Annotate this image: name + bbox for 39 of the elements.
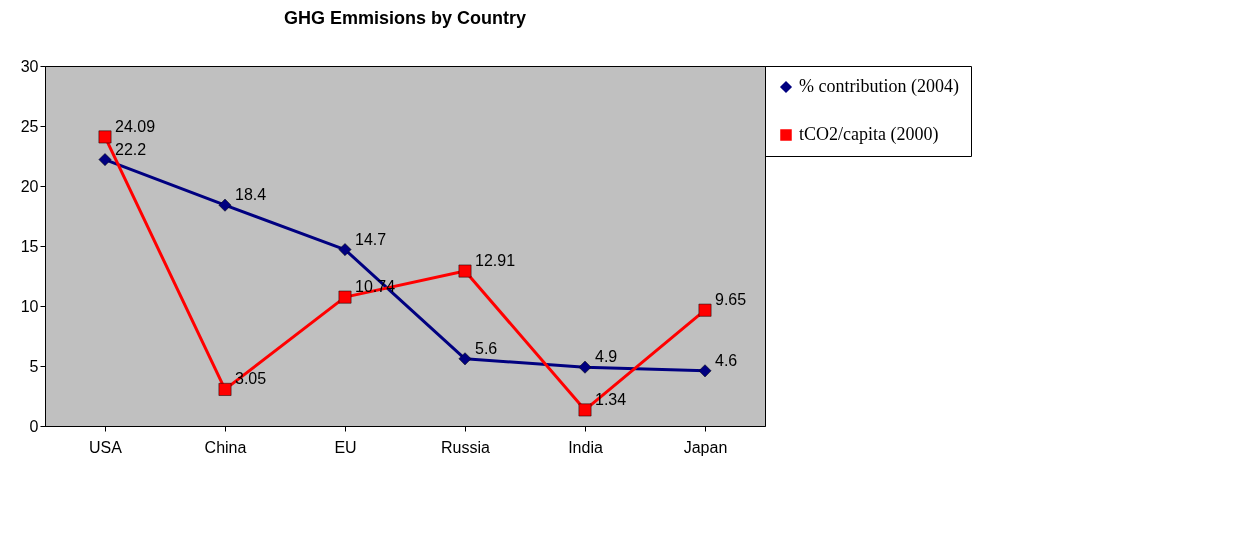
y-tick-label: 25 bbox=[20, 117, 39, 135]
data-label: 5.6 bbox=[475, 339, 498, 357]
point bbox=[218, 198, 232, 212]
point bbox=[698, 303, 712, 317]
data-label: 9.65 bbox=[715, 291, 747, 309]
data-label: 24.09 bbox=[115, 117, 156, 135]
x-tick-label: Russia bbox=[441, 438, 491, 456]
y-tick-label: 15 bbox=[20, 237, 39, 255]
data-label: 1.34 bbox=[595, 390, 627, 408]
x-tick-label: EU bbox=[334, 438, 357, 456]
x-tick-label: USA bbox=[89, 438, 123, 456]
point bbox=[338, 243, 352, 256]
data-label: 3.05 bbox=[235, 370, 267, 388]
point bbox=[458, 264, 472, 278]
point bbox=[98, 130, 112, 144]
data-label: 12.91 bbox=[475, 252, 516, 270]
data-label: 22.2 bbox=[115, 140, 147, 158]
x-tick-label: China bbox=[204, 438, 247, 456]
x-tick-label: India bbox=[568, 438, 603, 456]
point bbox=[338, 290, 352, 304]
point bbox=[458, 352, 472, 366]
point bbox=[578, 403, 592, 417]
y-tick-label: 10 bbox=[20, 297, 39, 315]
point bbox=[218, 383, 232, 396]
y-tick-label: 30 bbox=[20, 57, 39, 75]
legend-label: tCO2/capita (2000) bbox=[799, 124, 939, 145]
chart-title: GHG Emmisions by Country bbox=[283, 8, 527, 28]
x-tick-label: Japan bbox=[683, 438, 728, 456]
point bbox=[578, 360, 592, 374]
y-tick-label: 0 bbox=[29, 417, 39, 435]
data-label: 14.7 bbox=[355, 230, 387, 248]
point bbox=[98, 153, 112, 166]
data-label: 4.9 bbox=[595, 348, 618, 366]
data-label: 18.4 bbox=[235, 186, 267, 204]
data-label: 4.6 bbox=[715, 351, 738, 369]
y-tick-label: 20 bbox=[20, 177, 39, 195]
legend-label: % contribution (2004) bbox=[799, 76, 959, 97]
point bbox=[698, 364, 712, 378]
y-tick-label: 5 bbox=[29, 357, 39, 375]
